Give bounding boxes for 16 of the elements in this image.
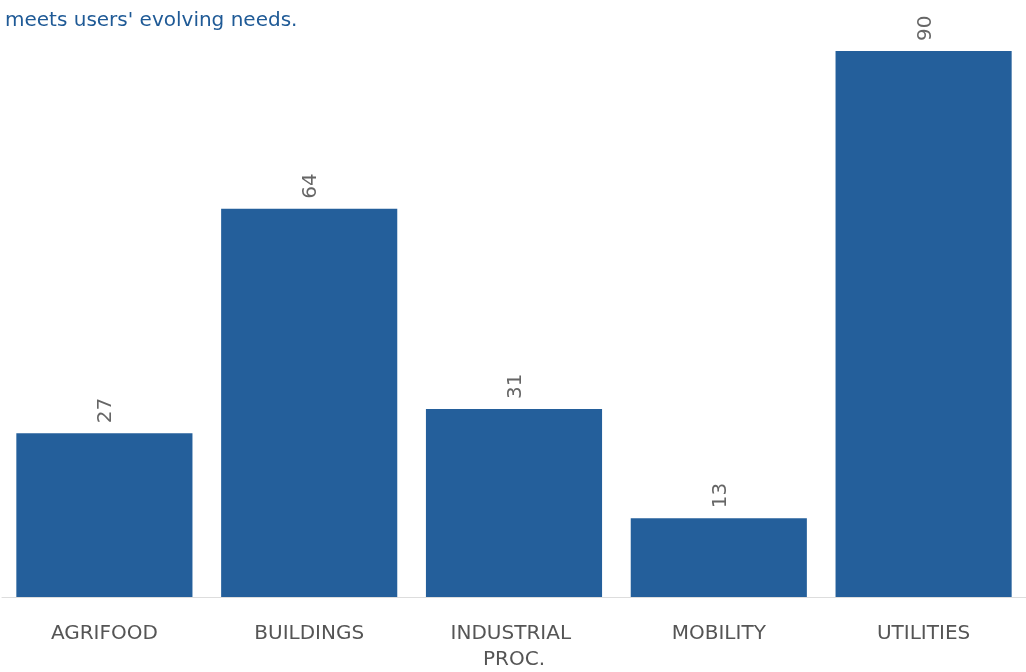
- x-tick-label: INDUSTRIAL PROC.: [450, 620, 578, 670]
- bar: [16, 433, 193, 597]
- x-tick-label: MOBILITY: [671, 620, 767, 644]
- bar: [425, 408, 603, 597]
- data-label: 31: [502, 373, 526, 399]
- data-label: 64: [297, 173, 322, 199]
- x-tick-label: BUILDINGS: [254, 620, 365, 644]
- bar: [630, 518, 807, 597]
- bar: [221, 208, 398, 597]
- bar: [835, 51, 1012, 597]
- data-label: 13: [706, 482, 731, 509]
- x-tick-label: AGRIFOOD: [50, 620, 158, 644]
- x-tick-label: UTILITIES: [876, 620, 971, 644]
- data-label: 27: [92, 397, 117, 424]
- data-label: 90: [911, 15, 936, 41]
- chart-title: meets users' evolving needs.: [5, 7, 298, 31]
